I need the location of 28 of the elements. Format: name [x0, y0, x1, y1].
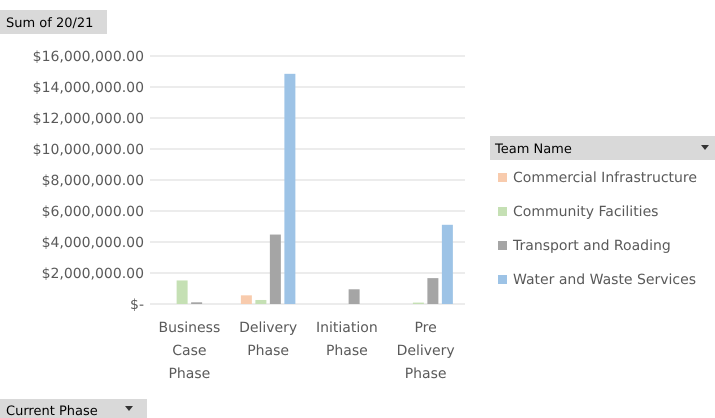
chart-title: Sum of 20/21 [6, 16, 94, 31]
legend-label: Community Facilities [513, 204, 658, 220]
bar [442, 224, 453, 304]
x-tick-label: Pre Delivery Phase [396, 320, 455, 382]
y-tick-label: $12,000,000.00 [32, 110, 144, 127]
bar [270, 234, 281, 304]
legend-label: Commercial Infrastructure [513, 170, 697, 186]
y-tick-label: $16,000,000.00 [32, 48, 144, 65]
y-tick-label: $4,000,000.00 [42, 234, 144, 251]
x-tick-label: Business Case Phase [158, 320, 220, 382]
bar [348, 289, 360, 304]
y-tick-label: $- [130, 296, 144, 313]
x-tick-label: Delivery Phase [239, 320, 298, 359]
legend-label: Transport and Roading [512, 238, 671, 254]
legend-label: Water and Waste Services [513, 272, 696, 288]
bar [176, 280, 188, 304]
y-tick-label: $2,000,000.00 [42, 266, 144, 282]
bar [284, 74, 296, 304]
legend-title: Team Name [494, 142, 572, 157]
bar [240, 295, 252, 304]
y-tick-label: $8,000,000.00 [42, 172, 144, 189]
x-tick-label: Initiation Phase [316, 320, 378, 359]
x-axis-title: Current Phase [6, 404, 98, 418]
bar [427, 278, 438, 304]
bar [255, 300, 266, 304]
y-tick-label: $10,000,000.00 [32, 142, 144, 158]
y-tick-label: $14,000,000.00 [32, 80, 144, 96]
y-tick-label: $6,000,000.00 [42, 204, 144, 220]
